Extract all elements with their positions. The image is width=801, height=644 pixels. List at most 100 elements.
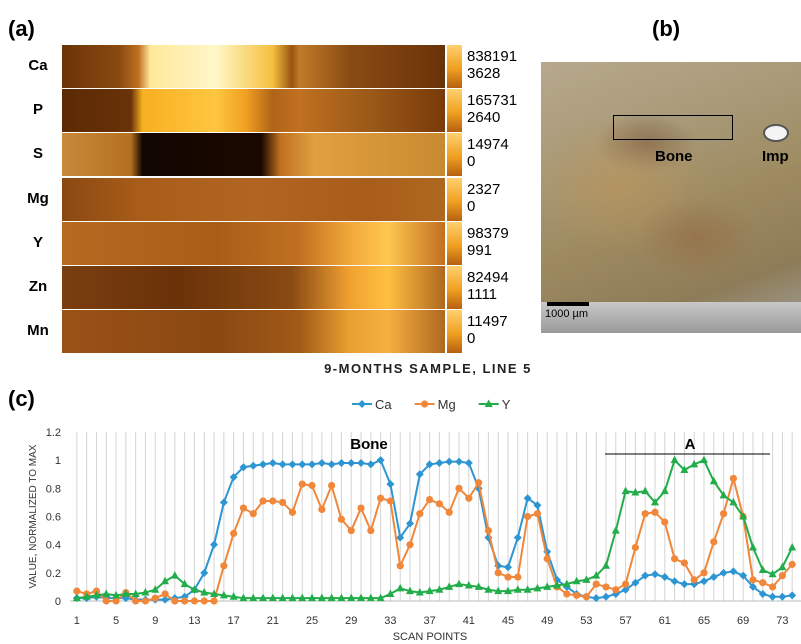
data-point: [671, 577, 679, 585]
data-point: [112, 597, 119, 604]
data-point: [377, 495, 384, 502]
data-point: [602, 593, 610, 601]
data-point: [347, 459, 355, 467]
data-point: [249, 462, 257, 470]
data-point: [563, 590, 570, 597]
data-point: [152, 595, 159, 602]
data-point: [298, 460, 306, 468]
data-point: [240, 504, 247, 511]
data-point: [328, 460, 336, 468]
data-point: [632, 544, 639, 551]
data-point: [269, 459, 277, 467]
data-point: [710, 573, 718, 581]
y-tick-label: 1: [55, 455, 61, 467]
data-point: [406, 541, 413, 548]
data-point: [259, 497, 266, 504]
data-point: [622, 581, 629, 588]
data-point: [357, 504, 364, 511]
x-tick-label: 5: [113, 615, 119, 627]
data-point: [778, 563, 786, 571]
legend-label: Ca: [375, 397, 392, 412]
data-point: [289, 509, 296, 516]
data-point: [642, 510, 649, 517]
data-point: [612, 526, 620, 534]
data-point: [680, 580, 688, 588]
data-point: [495, 569, 502, 576]
data-point: [328, 482, 335, 489]
x-tick-label: 9: [152, 615, 158, 627]
y-tick-label: 1.2: [46, 427, 61, 439]
data-point: [485, 527, 492, 534]
data-point: [514, 534, 522, 542]
data-point: [142, 597, 149, 604]
legend-label: Mg: [438, 397, 456, 412]
data-point: [691, 576, 698, 583]
x-tick-label: 13: [188, 615, 200, 627]
data-point: [445, 458, 453, 466]
data-point: [269, 497, 276, 504]
data-point: [171, 597, 178, 604]
data-point: [446, 509, 453, 516]
data-point: [230, 530, 237, 537]
data-point: [465, 459, 473, 467]
x-tick-label: 17: [228, 615, 240, 627]
data-point: [759, 566, 767, 574]
data-point: [504, 563, 512, 571]
legend-label: Y: [502, 397, 511, 412]
data-point: [749, 543, 757, 551]
data-point: [259, 460, 267, 468]
chart-title: 9-MONTHS SAMPLE, LINE 5: [324, 361, 532, 376]
data-point: [387, 497, 394, 504]
data-point: [749, 576, 756, 583]
data-point: [622, 487, 630, 495]
data-point: [583, 593, 590, 600]
x-tick-label: 69: [737, 615, 749, 627]
data-point: [789, 561, 796, 568]
data-point: [661, 519, 668, 526]
data-point: [416, 510, 423, 517]
data-point: [651, 509, 658, 516]
data-point: [455, 458, 463, 466]
data-point: [720, 510, 727, 517]
x-tick-label: 41: [463, 615, 475, 627]
x-tick-label: 1: [74, 615, 80, 627]
data-point: [396, 584, 404, 592]
data-point: [651, 570, 659, 578]
x-tick-label: 29: [345, 615, 357, 627]
data-point: [612, 586, 619, 593]
y-tick-label: 0.2: [46, 568, 61, 580]
y-tick-label: 0: [55, 596, 61, 608]
data-point: [641, 487, 649, 495]
data-point: [200, 569, 208, 577]
data-point: [191, 597, 198, 604]
data-point: [377, 456, 385, 464]
data-point: [337, 459, 345, 467]
data-point: [171, 571, 179, 579]
data-point: [778, 593, 786, 601]
data-point: [73, 588, 80, 595]
legend-marker: [421, 400, 428, 407]
data-point: [729, 498, 737, 506]
data-point: [288, 460, 296, 468]
x-tick-label: 57: [619, 615, 631, 627]
data-point: [593, 581, 600, 588]
data-point: [279, 499, 286, 506]
x-tick-label: 53: [580, 615, 592, 627]
y-tick-label: 0.8: [46, 483, 61, 495]
data-point: [504, 573, 511, 580]
data-point: [534, 510, 541, 517]
data-point: [681, 559, 688, 566]
data-point: [299, 481, 306, 488]
data-point: [573, 592, 580, 599]
data-point: [769, 583, 776, 590]
data-point: [729, 567, 737, 575]
data-point: [661, 487, 669, 495]
data-point: [132, 597, 139, 604]
annotation: A: [685, 436, 696, 453]
data-point: [308, 482, 315, 489]
annotation: Bone: [350, 436, 388, 453]
figure: (a) (b) (c) Ca8381913628P1657312640S1497…: [0, 0, 801, 644]
data-point: [210, 541, 218, 549]
data-point: [318, 506, 325, 513]
data-point: [602, 561, 610, 569]
